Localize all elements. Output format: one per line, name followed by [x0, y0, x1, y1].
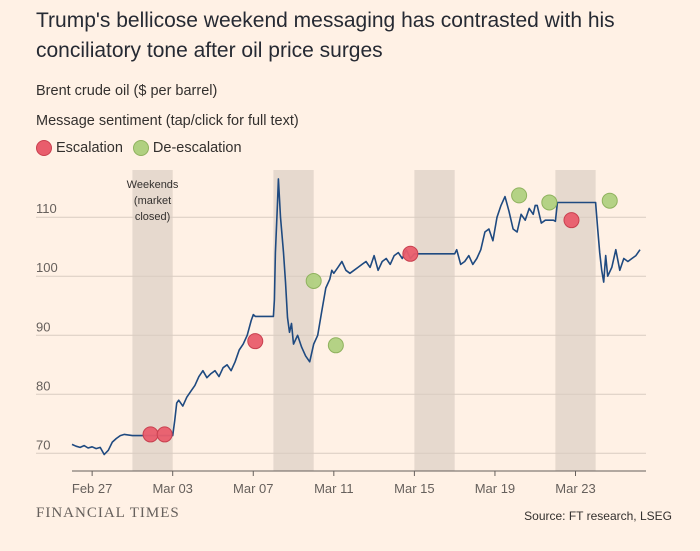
ft-logo: FINANCIAL TIMES [36, 505, 180, 521]
deescalation-marker[interactable] [541, 194, 558, 211]
y-tick-labels: 70 80 90 100 110 [36, 201, 58, 452]
y-tick-label: 80 [36, 378, 50, 393]
weekend-band [414, 170, 455, 471]
price-line [71, 178, 641, 456]
y-gridlines [36, 216, 646, 454]
y-tick-label: 100 [36, 260, 58, 275]
escalation-marker[interactable] [156, 426, 173, 443]
sentiment-subtitle: Message sentiment (tap/click for full te… [36, 113, 299, 129]
weekend-annotation-line: (market [134, 195, 171, 207]
weekend-band [132, 170, 173, 471]
price-series [71, 178, 641, 456]
escalation-swatch-icon [36, 140, 52, 156]
x-tick-label: Mar 03 [152, 481, 192, 496]
deescalation-marker[interactable] [511, 187, 528, 204]
chart-subtitle: Brent crude oil ($ per barrel) [36, 83, 218, 99]
legend-escalation[interactable]: Escalation [36, 140, 123, 156]
deescalation-marker[interactable] [327, 337, 344, 354]
x-tick-label: Mar 15 [394, 481, 434, 496]
escalation-marker[interactable] [247, 333, 264, 350]
legend-deescalation[interactable]: De-escalation [132, 140, 242, 156]
weekend-annotation: Weekends (market closed) [127, 179, 179, 223]
y-tick-label: 110 [36, 201, 57, 216]
x-tick-label: Mar 11 [314, 481, 354, 496]
legend-deescalation-label: De-escalation [152, 140, 242, 156]
sentiment-markers [142, 187, 618, 443]
escalation-marker[interactable] [563, 212, 580, 229]
weekend-annotation-line: closed) [135, 211, 170, 223]
x-tick-label: Feb 27 [72, 481, 112, 496]
escalation-marker[interactable] [142, 426, 159, 443]
legend-escalation-label: Escalation [56, 140, 123, 156]
x-tick-label: Mar 07 [233, 481, 273, 496]
legend: Escalation De-escalation [36, 140, 252, 156]
x-tick-label: Mar 23 [555, 481, 595, 496]
escalation-marker[interactable] [402, 245, 419, 262]
source-note: Source: FT research, LSEG [524, 509, 672, 523]
weekend-annotation-line: Weekends [127, 179, 179, 191]
y-tick-label: 90 [36, 319, 50, 334]
deescalation-marker[interactable] [601, 192, 618, 209]
chart-title: Trump's bellicose weekend messaging has … [36, 9, 615, 62]
x-axis [72, 470, 646, 476]
deescalation-marker[interactable] [305, 272, 322, 289]
deescalation-swatch-icon [132, 140, 149, 156]
oil-price-chart: 70 80 90 100 110 Weekends (market closed) Feb … [36, 170, 646, 496]
y-tick-label: 70 [36, 437, 50, 452]
x-tick-labels: Feb 27 Mar 03 Mar 07 Mar 11 Mar 15 Mar 19 Mar … [72, 481, 596, 496]
weekend-band [273, 170, 314, 471]
x-tick-label: Mar 19 [475, 481, 515, 496]
